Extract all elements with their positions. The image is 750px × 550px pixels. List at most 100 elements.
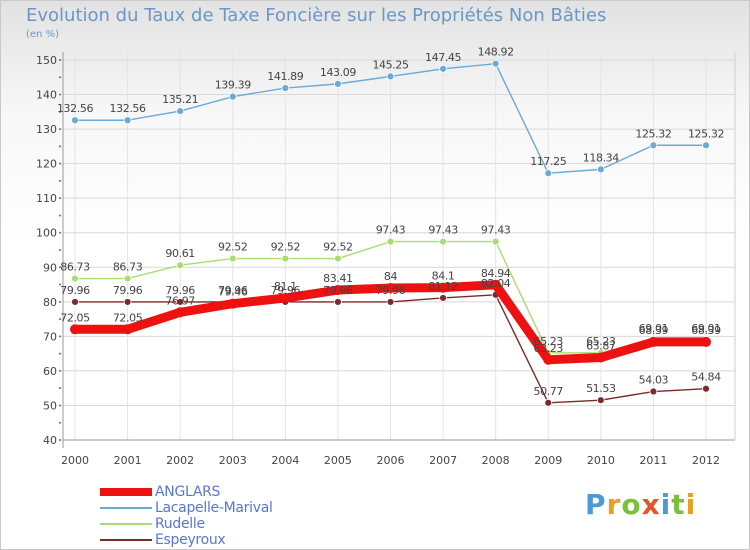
- data-label: 79.96: [376, 284, 406, 297]
- data-label: 84.94: [481, 267, 511, 280]
- y-minor-tick: [59, 59, 61, 61]
- data-point: [123, 298, 132, 306]
- data-label: 143.09: [320, 66, 356, 79]
- y-minor-tick: [59, 335, 61, 338]
- y-axis-unit: (en %): [26, 29, 59, 40]
- data-point: [175, 307, 186, 318]
- y-tick-label: 80: [43, 296, 57, 309]
- data-point: [649, 141, 658, 150]
- data-point: [439, 294, 447, 302]
- data-label: 83.41: [323, 272, 353, 285]
- data-point: [439, 237, 447, 246]
- y-tick-label: 50: [43, 399, 57, 412]
- data-label: 79.96: [271, 284, 301, 297]
- data-point: [648, 336, 659, 347]
- data-point: [386, 298, 395, 306]
- y-minor-tick: [59, 404, 61, 407]
- data-point: [386, 72, 395, 81]
- logo-letter: i: [660, 488, 672, 521]
- x-tick-label: 2000: [61, 454, 89, 467]
- y-minor-tick: [59, 318, 61, 321]
- data-point: [71, 298, 79, 306]
- x-tick-label: 2011: [639, 454, 667, 467]
- data-label: 97.43: [481, 224, 511, 237]
- data-point: [123, 116, 132, 125]
- logo-letter: P: [585, 488, 607, 521]
- logo-letter: t: [671, 488, 686, 521]
- data-label: 68.39: [691, 324, 721, 337]
- logo-letter: x: [641, 488, 661, 521]
- x-tick-label: 2009: [534, 454, 562, 467]
- y-tick-label: 60: [43, 365, 57, 378]
- data-point: [227, 298, 238, 309]
- data-point: [281, 84, 290, 92]
- data-point: [544, 169, 553, 178]
- legend-label: Espeyroux: [155, 532, 226, 548]
- y-tick-label: 100: [36, 227, 57, 240]
- y-minor-tick: [59, 214, 61, 217]
- legend-label: ANGLARS: [155, 484, 221, 500]
- data-label: 65.23: [586, 335, 616, 348]
- legend-label: Lacapelle-Marival: [155, 500, 273, 516]
- data-point: [491, 59, 500, 68]
- y-minor-tick: [59, 76, 61, 79]
- y-tick-label: 110: [36, 192, 57, 205]
- data-label: 72.05: [113, 311, 143, 324]
- x-tick-label: 2010: [587, 454, 615, 467]
- data-label: 92.52: [323, 241, 353, 254]
- x-tick-label: 2002: [166, 454, 194, 467]
- y-minor-tick: [59, 421, 61, 424]
- data-point: [70, 324, 80, 335]
- x-tick-label: 2008: [482, 454, 510, 467]
- data-point: [122, 324, 133, 335]
- data-point: [491, 237, 500, 246]
- data-label: 81.12: [428, 280, 458, 293]
- y-tick-label: 150: [36, 54, 57, 67]
- data-point: [544, 398, 553, 407]
- data-point: [385, 283, 396, 293]
- x-tick-label: 2012: [692, 454, 720, 467]
- y-tick-label: 120: [36, 158, 57, 171]
- y-minor-tick: [59, 162, 61, 165]
- y-minor-tick: [59, 352, 61, 355]
- data-point: [439, 64, 447, 73]
- y-minor-tick: [59, 231, 61, 234]
- data-label: 97.43: [428, 224, 458, 237]
- y-minor-tick: [59, 300, 61, 303]
- data-label: 135.21: [162, 93, 198, 106]
- data-label: 54.84: [691, 371, 721, 384]
- data-label: 92.52: [218, 241, 248, 254]
- chart-title: Evolution du Taux de Taxe Foncière sur l…: [26, 5, 607, 26]
- y-minor-tick: [59, 179, 61, 182]
- data-point: [332, 285, 343, 296]
- data-point: [228, 254, 237, 263]
- data-label: 63.23: [534, 342, 564, 355]
- data-label: 79.96: [113, 284, 143, 297]
- data-label: 68.39: [639, 324, 669, 337]
- data-point: [71, 274, 79, 283]
- legend-swatch: [100, 539, 152, 541]
- y-tick-label: 70: [43, 330, 57, 343]
- data-label: 86.73: [113, 261, 143, 274]
- x-tick-label: 2004: [271, 454, 299, 467]
- x-tick-label: 2006: [377, 454, 405, 467]
- y-minor-tick: [59, 387, 61, 390]
- data-point: [281, 254, 290, 263]
- proxiti-logo: Proxiti: [585, 488, 696, 521]
- data-label: 69.01: [639, 322, 669, 335]
- y-minor-tick: [59, 128, 61, 131]
- y-minor-tick: [59, 197, 61, 200]
- data-point: [176, 107, 185, 115]
- data-point: [334, 298, 342, 306]
- data-point: [595, 352, 606, 363]
- y-minor-tick: [59, 110, 61, 113]
- data-point: [596, 165, 605, 174]
- data-point: [438, 282, 449, 293]
- data-label: 51.53: [586, 382, 616, 395]
- data-label: 84: [384, 270, 398, 283]
- y-minor-tick: [59, 249, 61, 251]
- x-tick-label: 2007: [429, 454, 457, 467]
- data-label: 141.89: [267, 70, 303, 83]
- data-label: 148.92: [478, 46, 514, 59]
